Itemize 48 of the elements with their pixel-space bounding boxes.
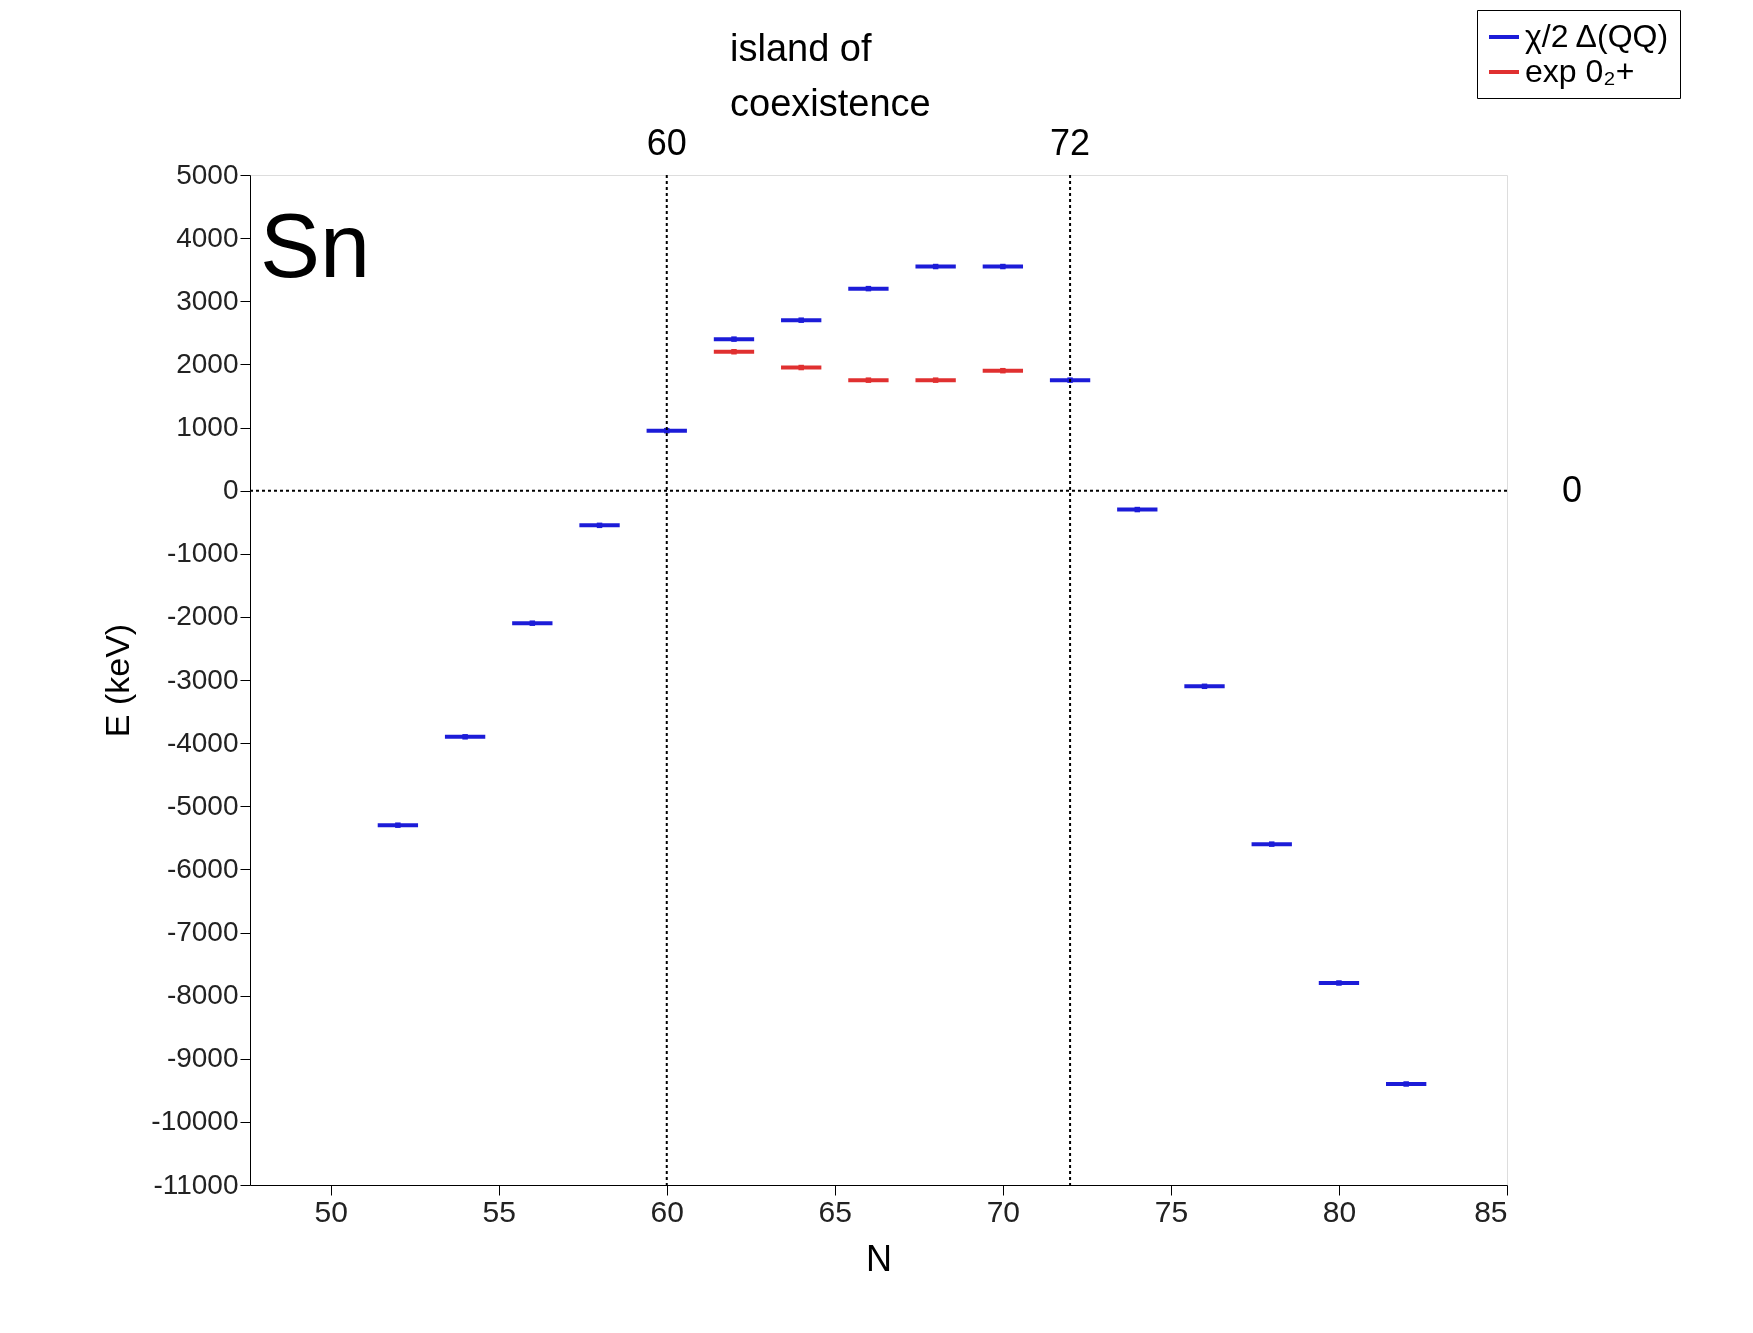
x-tick-label: 60 — [650, 1194, 684, 1228]
point — [865, 377, 872, 383]
x-tick-label: 85 — [1474, 1194, 1508, 1228]
point — [1403, 1081, 1409, 1087]
point — [731, 349, 737, 355]
x-tick-label: 75 — [1154, 1194, 1189, 1228]
point — [529, 620, 536, 626]
y-tick-label: -5000 — [166, 789, 239, 821]
point — [1336, 980, 1342, 986]
point — [1000, 367, 1006, 374]
y-tick-label: -7000 — [166, 916, 239, 947]
x-tick-label: 70 — [986, 1194, 1021, 1228]
ref-line-label: 60 — [646, 122, 687, 163]
point — [395, 822, 401, 828]
y-axis-title: E (keV) — [98, 623, 137, 738]
point — [731, 336, 737, 342]
x-tick-label: 55 — [482, 1194, 516, 1228]
y-tick-label: -2000 — [166, 600, 239, 632]
y-tick-label: 1000 — [176, 411, 239, 442]
x-tick-label: 65 — [818, 1194, 852, 1228]
ref-line-label: 72 — [1050, 122, 1091, 163]
y-tick-label: -4000 — [166, 726, 239, 758]
point — [1268, 841, 1275, 847]
y-tick-label: -1000 — [166, 537, 239, 569]
y-tick-label: -11000 — [153, 1168, 239, 1200]
y-tick-label: 4000 — [176, 221, 239, 253]
x-axis-title: N — [866, 1237, 892, 1279]
ref-line-label: 0 — [1562, 468, 1583, 510]
point — [798, 364, 804, 371]
x-tick-label: 50 — [314, 1194, 348, 1228]
legend-label: χ/2 Δ(QQ) — [1525, 18, 1669, 54]
y-tick-label: -3000 — [166, 663, 239, 695]
point — [798, 317, 804, 323]
x-tick-label: 80 — [1322, 1194, 1357, 1228]
y-tick-label: -8000 — [166, 979, 239, 1011]
y-tick-label: -9000 — [166, 1042, 239, 1074]
annotation: Sn — [260, 196, 371, 296]
y-tick-label: -6000 — [166, 852, 239, 884]
y-tick-label: 5000 — [176, 158, 239, 190]
legend-label: exp 0₂+ — [1525, 53, 1635, 89]
y-tick-label: 3000 — [176, 284, 239, 316]
text: island of coexistence — [730, 27, 931, 125]
point — [462, 734, 468, 740]
y-tick-label: 0 — [222, 474, 239, 506]
y-tick-label: 2000 — [176, 347, 239, 379]
point — [932, 377, 939, 383]
point — [1000, 263, 1006, 270]
y-tick-label: -10000 — [151, 1105, 239, 1137]
